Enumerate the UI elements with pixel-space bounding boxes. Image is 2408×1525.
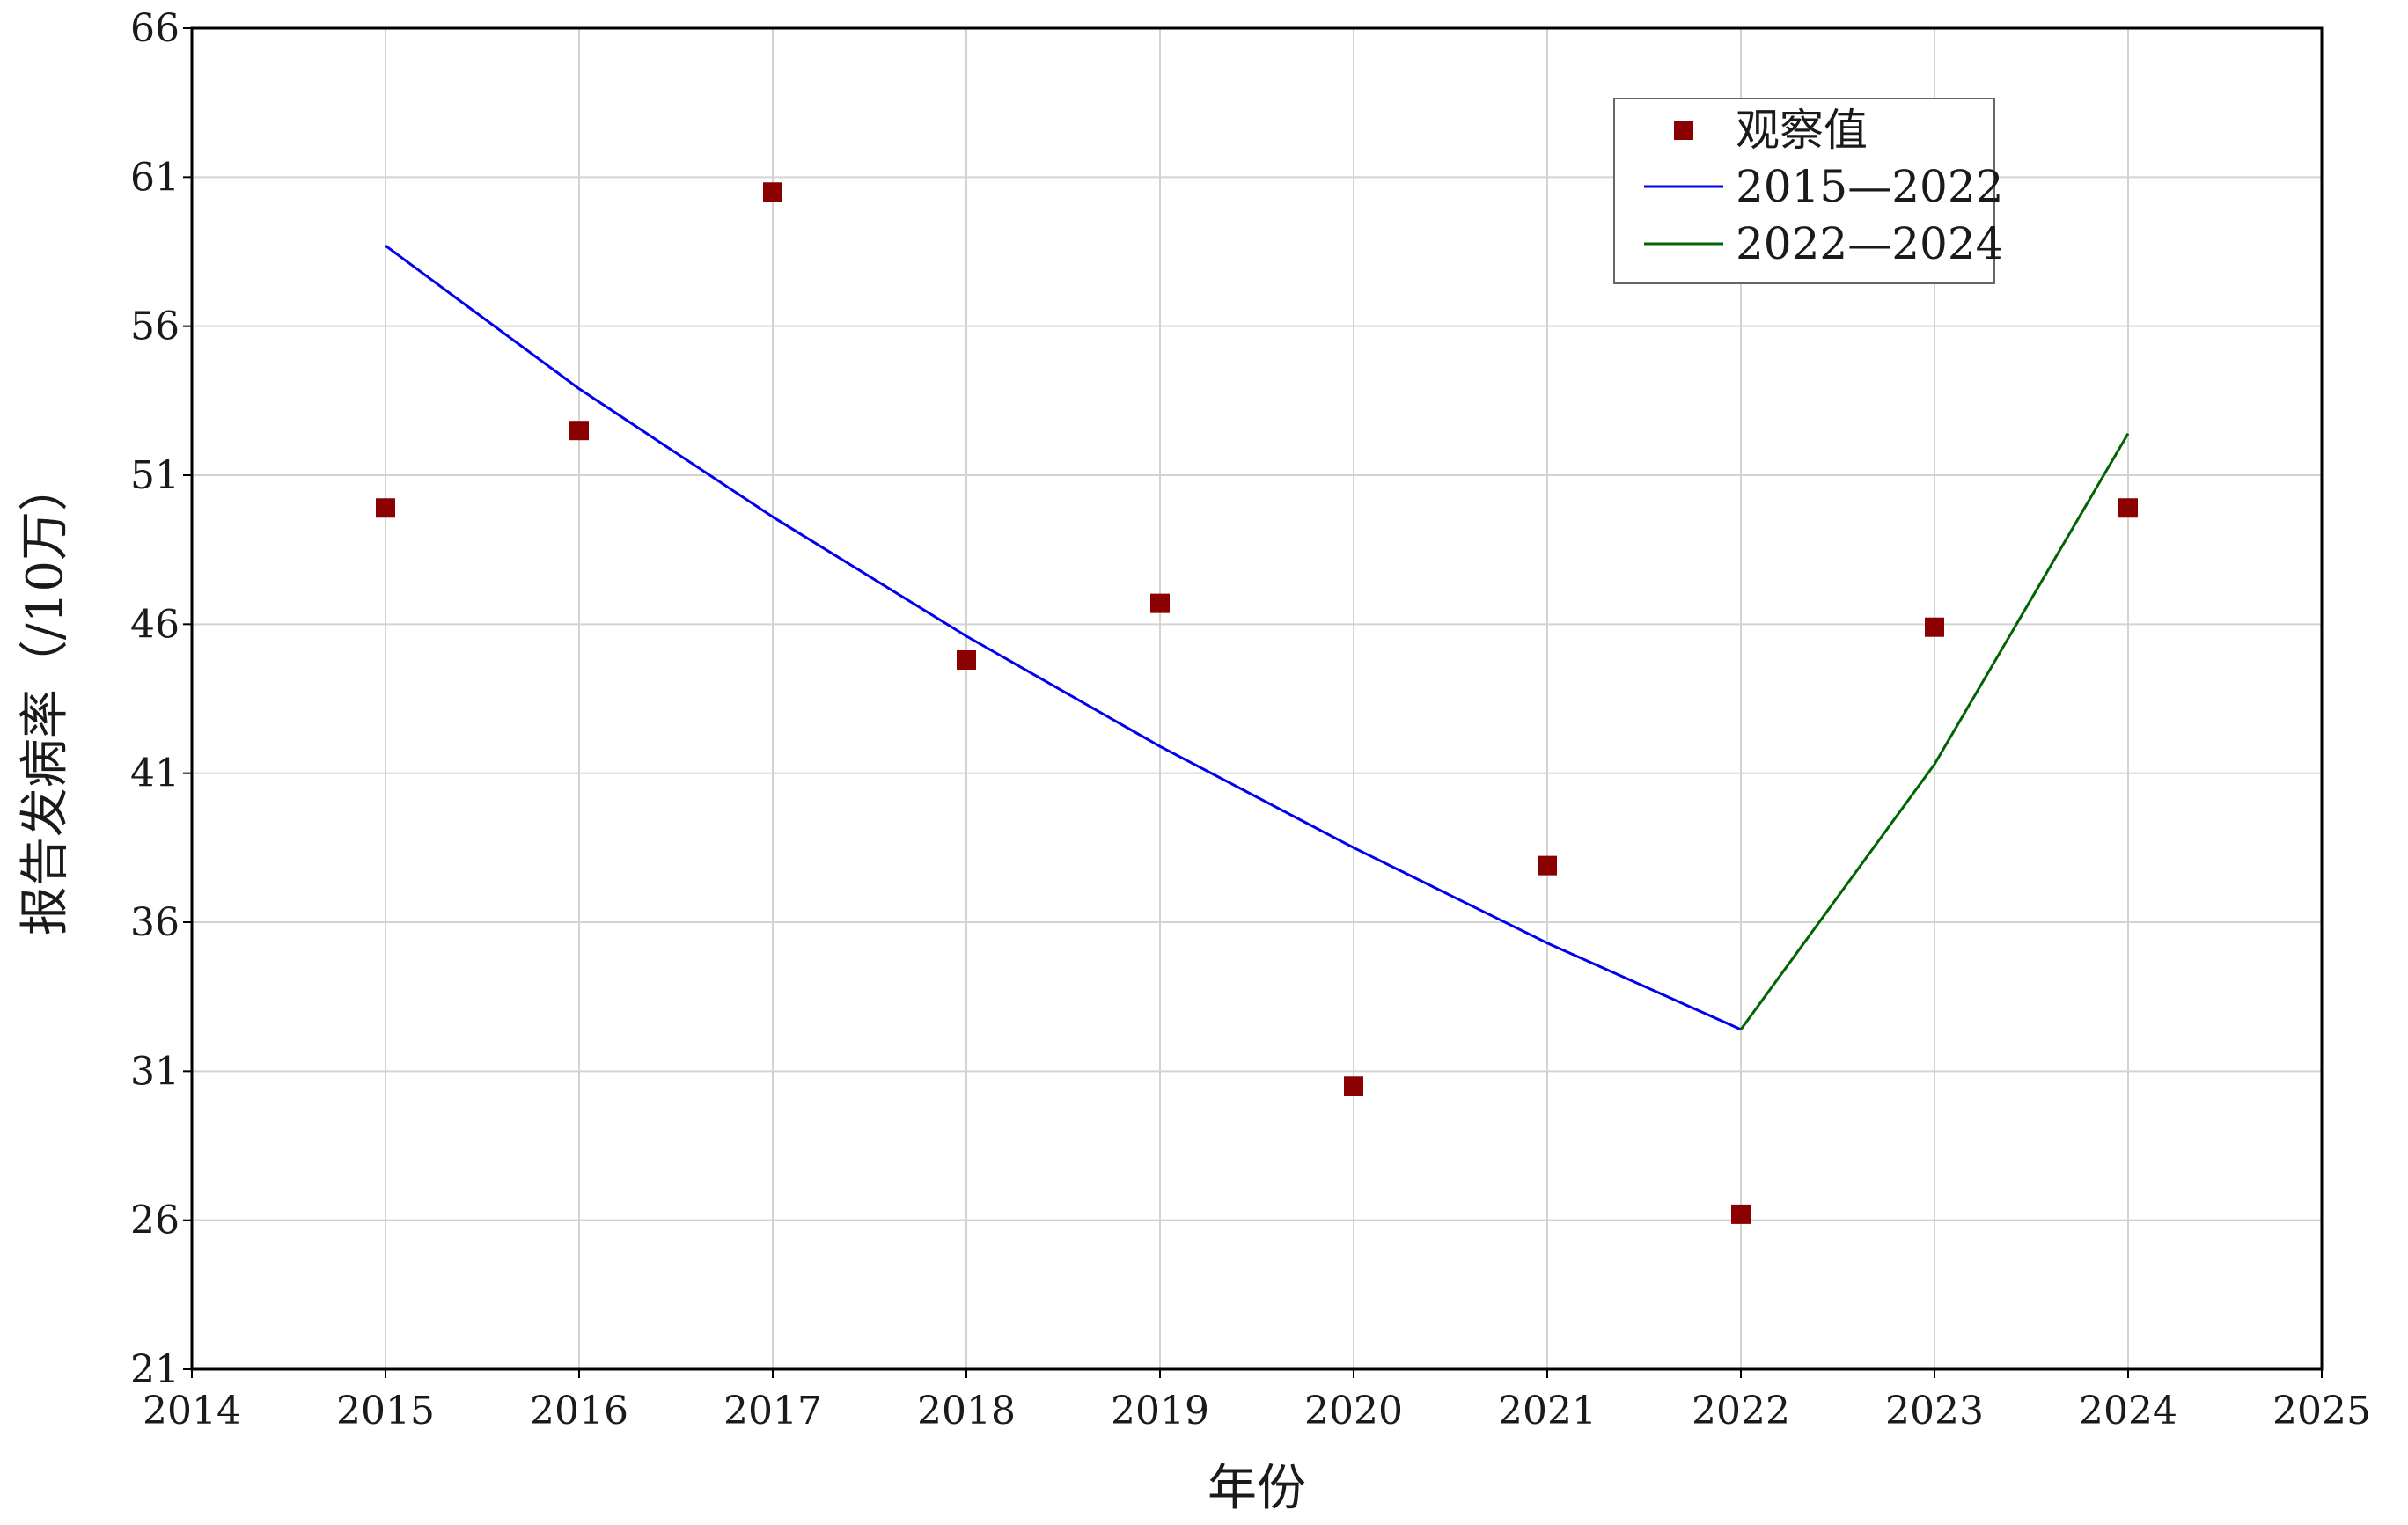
y-tick-label: 26	[130, 1199, 180, 1243]
observed-point	[1925, 617, 1944, 637]
y-tick-label: 66	[130, 6, 180, 51]
observed-point	[957, 649, 976, 670]
x-tick-label: 2015	[336, 1389, 435, 1433]
observed-point	[1731, 1204, 1751, 1224]
y-tick-label: 61	[130, 155, 180, 200]
x-tick-label: 2025	[2272, 1389, 2371, 1433]
legend-label-2022-2024: 2022—2024	[1736, 218, 2004, 269]
observed-point	[1150, 593, 1170, 613]
y-tick-label: 56	[130, 304, 180, 349]
x-tick-label: 2022	[1692, 1389, 1790, 1433]
y-tick-label: 46	[130, 602, 180, 647]
x-tick-label: 2020	[1304, 1389, 1403, 1433]
x-tick-label: 2018	[917, 1389, 1016, 1433]
y-tick-label: 41	[130, 752, 180, 796]
series	[376, 182, 2138, 1224]
observed-point	[1538, 855, 1557, 876]
y-tick-label: 36	[130, 900, 180, 945]
x-tick-label: 2024	[2079, 1389, 2177, 1433]
series-line-1	[385, 245, 1742, 1031]
y-axis-label: 报告发病率（/10万）	[17, 462, 74, 935]
plot-area	[190, 26, 2324, 1371]
observed-point	[763, 182, 782, 202]
legend-marker-observed	[1674, 121, 1693, 140]
y-tick-label: 31	[130, 1049, 180, 1094]
observed-point	[2118, 498, 2138, 518]
x-tick-label: 2023	[1885, 1389, 1984, 1433]
y-tick-label: 51	[130, 453, 180, 498]
y-axis-ticks: 21 26 31 36 41 46 51 56 61 66	[130, 6, 192, 1392]
x-tick-label: 2014	[143, 1389, 241, 1433]
legend-label-observed: 观察值	[1736, 105, 1868, 156]
observed-point	[1344, 1076, 1363, 1096]
observed-point	[569, 421, 589, 441]
series-line-2	[1739, 432, 2130, 1030]
observed-point	[376, 498, 395, 518]
x-tick-label: 2017	[723, 1389, 822, 1433]
y-tick-label: 21	[130, 1347, 180, 1392]
legend: 观察值 2015—2022 2022—2024	[1613, 98, 2004, 284]
x-axis-ticks: 2014 2015 2016 2017 2018 2019 2020 2021 2022 2023…	[143, 1369, 2371, 1433]
x-tick-label: 2021	[1498, 1389, 1597, 1433]
legend-label-2015-2022: 2015—2022	[1736, 161, 2004, 212]
x-tick-label: 2019	[1111, 1389, 1209, 1433]
x-tick-label: 2016	[530, 1389, 628, 1433]
x-axis-label: 年份	[1208, 1460, 1306, 1517]
